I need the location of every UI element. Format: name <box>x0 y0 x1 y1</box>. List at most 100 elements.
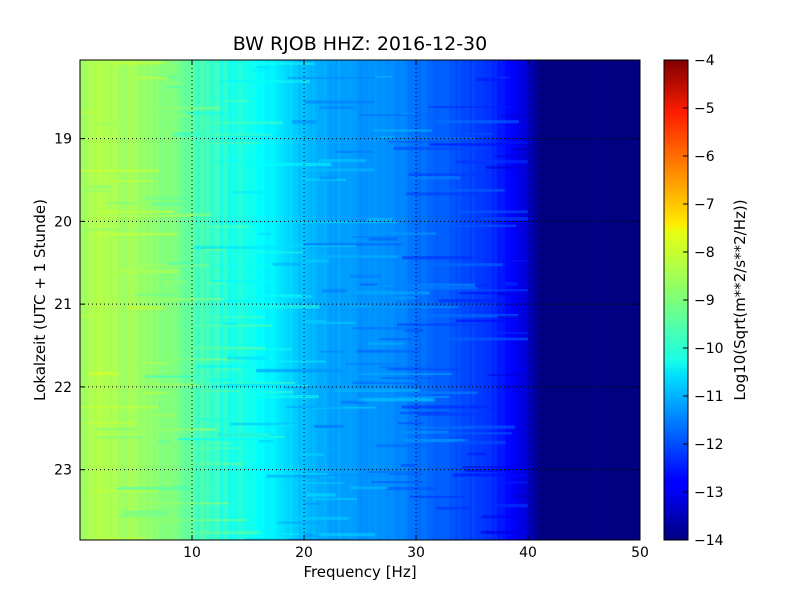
heatmap-cell <box>80 60 84 540</box>
heatmap-cell <box>85 60 89 540</box>
heatmap-streak <box>441 189 505 192</box>
heatmap-streak <box>114 61 165 65</box>
heatmap-streak <box>140 362 168 364</box>
heatmap-cell <box>519 60 523 540</box>
heatmap-streak <box>289 538 350 540</box>
heatmap-streak <box>299 453 324 456</box>
heatmap-cell <box>376 60 381 540</box>
heatmap-cell <box>614 60 619 540</box>
heatmap-streak <box>367 471 430 473</box>
heatmap-streak <box>447 337 528 341</box>
heatmap-streak <box>119 263 209 267</box>
heatmap-cell <box>553 60 557 540</box>
x-tick-label: 10 <box>183 545 201 561</box>
heatmap-streak <box>176 132 236 135</box>
heatmap-cell <box>91 60 95 540</box>
heatmap-cell <box>592 60 596 540</box>
colorbar-tick-label: −8 <box>694 245 715 261</box>
heatmap-streak <box>202 121 282 125</box>
heatmap-streak <box>293 474 377 477</box>
heatmap-cell <box>432 60 437 540</box>
heatmap-streak <box>233 190 263 194</box>
heatmap-streak <box>486 166 528 169</box>
heatmap-streak <box>397 396 450 398</box>
heatmap-streak <box>222 322 239 326</box>
heatmap-streak <box>397 323 482 326</box>
heatmap-streak <box>318 159 366 163</box>
heatmap-cell <box>276 60 280 540</box>
heatmap-cell <box>315 60 319 540</box>
heatmap-cell <box>567 60 571 540</box>
heatmap-cell <box>612 60 616 540</box>
heatmap-cell <box>528 60 532 540</box>
heatmap-streak <box>497 76 510 79</box>
heatmap-cell <box>544 60 549 540</box>
colorbar-tick-label: −5 <box>694 101 715 117</box>
heatmap-streak <box>247 395 319 399</box>
heatmap-streak <box>409 495 464 498</box>
heatmap-cell <box>108 60 112 540</box>
heatmap-cell <box>578 60 582 540</box>
heatmap-cell <box>348 60 353 540</box>
heatmap-streak <box>464 469 524 473</box>
heatmap-streak <box>359 114 453 116</box>
heatmap-streak <box>204 248 226 252</box>
heatmap-cell <box>340 60 344 540</box>
heatmap-cell <box>309 60 313 540</box>
heatmap-cell <box>374 60 378 540</box>
heatmap-streak <box>480 217 528 221</box>
heatmap-streak <box>467 159 528 164</box>
heatmap-cell <box>393 60 397 540</box>
heatmap-streak <box>133 502 230 505</box>
heatmap-cell <box>617 60 621 540</box>
heatmap-streak <box>488 374 528 377</box>
heatmap-streak <box>319 106 357 110</box>
heatmap-cell <box>586 60 591 540</box>
heatmap-streak <box>219 80 269 82</box>
heatmap-streak <box>207 282 225 285</box>
heatmap-streak <box>84 189 111 193</box>
heatmap-streak <box>509 260 528 262</box>
heatmap-streak <box>303 320 327 322</box>
heatmap-streak <box>425 224 517 227</box>
heatmap-streak <box>95 122 117 125</box>
heatmap-cell <box>323 60 327 540</box>
heatmap-streak <box>126 306 164 310</box>
heatmap-cell <box>329 60 333 540</box>
heatmap-cell <box>396 60 400 540</box>
heatmap-streak <box>256 368 341 373</box>
heatmap-streak <box>284 386 336 389</box>
heatmap-streak <box>455 319 513 323</box>
heatmap-cell <box>306 60 311 540</box>
heatmap-streak <box>91 232 178 236</box>
heatmap-streak <box>368 237 398 241</box>
heatmap-streak <box>308 321 356 325</box>
heatmap-streak <box>272 262 302 266</box>
heatmap-streak <box>388 368 476 371</box>
heatmap-cell <box>256 60 260 540</box>
heatmap-streak <box>266 474 330 478</box>
heatmap-cell <box>110 60 115 540</box>
heatmap-streak <box>458 292 528 295</box>
heatmap-streak <box>408 173 485 177</box>
heatmap-streak <box>379 136 395 139</box>
heatmap-streak <box>81 169 160 173</box>
heatmap-streak <box>214 324 265 327</box>
heatmap-cell <box>637 60 640 540</box>
colorbar-label: Log10(Sqrt(m**2/s**2/Hz)) <box>731 199 749 400</box>
heatmap-streak <box>406 192 477 196</box>
heatmap-streak <box>212 96 225 99</box>
heatmap-streak <box>357 373 453 375</box>
heatmap-cell <box>421 60 425 540</box>
heatmap-cell <box>259 60 263 540</box>
heatmap-streak <box>401 112 415 115</box>
heatmap-cell <box>570 60 574 540</box>
heatmap-streak <box>192 447 238 449</box>
heatmap-streak <box>225 62 315 65</box>
heatmap-streak <box>385 487 438 491</box>
heatmap-streak <box>313 424 344 428</box>
heatmap-streak <box>287 77 377 79</box>
heatmap-streak <box>402 256 473 260</box>
heatmap-cell <box>539 60 543 540</box>
heatmap-streak <box>374 75 392 78</box>
